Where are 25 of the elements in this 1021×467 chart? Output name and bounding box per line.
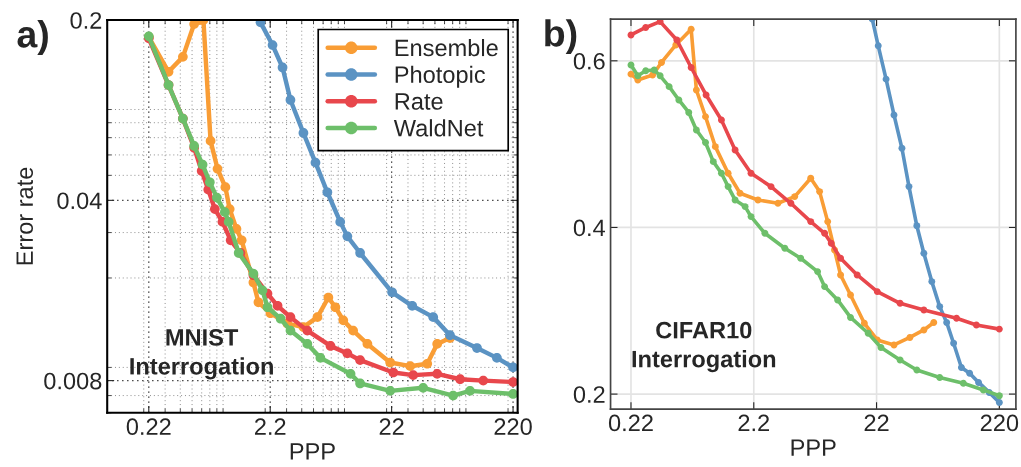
legend-label: Photopic — [395, 65, 486, 88]
x-tick-label: 2.2 — [254, 418, 286, 435]
y-tick-label: 0.4 — [573, 219, 606, 237]
legend-label: Ensemble — [395, 38, 498, 57]
x-axis-title: PPP — [290, 443, 335, 460]
chart-title: b) — [545, 19, 577, 55]
y-tick-label: 0.04 — [57, 192, 102, 210]
chart-title: a) — [17, 20, 48, 56]
y-tick-label: 0.008 — [44, 372, 102, 390]
legend-label: Rate — [395, 93, 443, 110]
y-tick-label: 0.2 — [573, 386, 605, 403]
legend-label: WaldNet — [393, 119, 484, 137]
y-tick-label: 0.6 — [573, 52, 605, 70]
y-tick-label: 0.2 — [70, 12, 102, 29]
x-tick-label: 22 — [864, 414, 889, 432]
x-axis-title: PPP — [791, 439, 836, 456]
x-tick-label: 22 — [379, 418, 404, 435]
y-axis-title: Error rate — [16, 167, 34, 265]
annotation: MNIST Interrogation — [130, 329, 273, 380]
x-tick-label: 220 — [980, 414, 1019, 432]
x-tick-label: 0.22 — [126, 418, 171, 436]
x-tick-label: 2.2 — [738, 414, 769, 432]
x-tick-label: 0.22 — [608, 414, 653, 432]
annotation: CIFAR10 Interrogation — [632, 321, 776, 373]
x-tick-label: 220 — [494, 418, 532, 436]
